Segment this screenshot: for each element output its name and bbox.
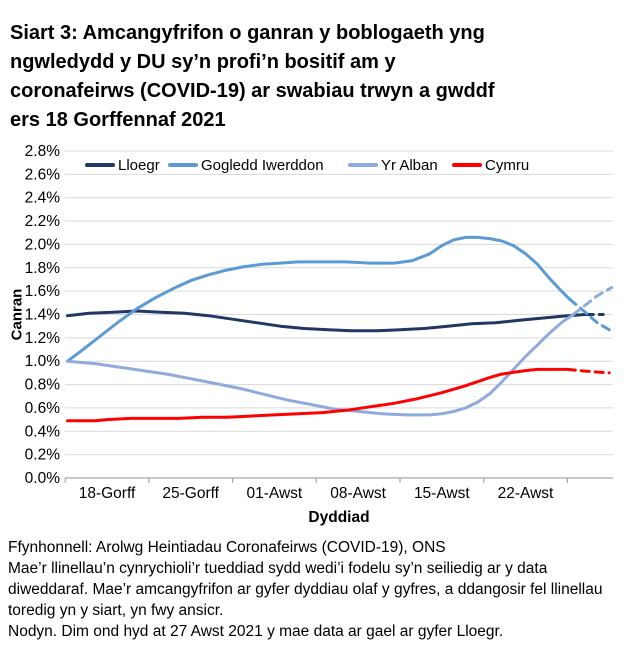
x-tick-label: 22-Awst bbox=[498, 485, 554, 502]
series-line-gogledd-iwerddon bbox=[66, 235, 572, 363]
y-tick-label: 0.4% bbox=[25, 423, 61, 440]
line-chart-plot: 0.0% 0.2% 0.4% 0.6% 0.8% 1.0% 1.2% 1.4% 1.6% 1.8%… bbox=[25, 143, 614, 526]
legend-label: Lloegr bbox=[118, 156, 160, 174]
source-note: Ffynhonnell: Arolwg Heintiadau Coronafei… bbox=[8, 539, 446, 556]
x-tick-label: 25-Gorff bbox=[162, 485, 219, 502]
chart-legend: Lloegr Gogledd Iwerddon Yr Alban Cymru bbox=[0, 155, 625, 175]
y-tick-label: 0.0% bbox=[25, 470, 61, 487]
chart-footnotes: Ffynhonnell: Arolwg Heintiadau Coronafei… bbox=[8, 537, 620, 642]
series-dashed-line-cymru bbox=[565, 367, 611, 375]
y-tick-label: 1.2% bbox=[25, 330, 61, 347]
legend-line-swatch-cymru bbox=[452, 163, 482, 167]
legend-item-yr-alban: Yr Alban bbox=[348, 155, 438, 175]
legend-line-swatch-gogledd-iwerddon bbox=[168, 163, 198, 167]
y-tick-label: 2.0% bbox=[25, 236, 61, 253]
legend-line-swatch-yr-alban bbox=[348, 163, 378, 167]
series-line-cymru bbox=[66, 367, 569, 423]
legend-label: Yr Alban bbox=[381, 156, 438, 174]
legend-line-swatch-lloegr bbox=[85, 163, 115, 167]
legend-item-lloegr: Lloegr bbox=[85, 155, 160, 175]
y-tick-label: 0.6% bbox=[25, 400, 61, 417]
x-tick-label: 18-Gorff bbox=[79, 485, 136, 502]
x-tick-label: 01-Awst bbox=[247, 485, 303, 502]
england-data-note: Nodyn. Dim ond hyd at 27 Awst 2021 y mae… bbox=[8, 623, 504, 640]
legend-item-cymru: Cymru bbox=[452, 155, 529, 175]
legend-label: Cymru bbox=[485, 156, 530, 174]
series-line-lloegr bbox=[66, 309, 587, 333]
y-tick-label: 0.2% bbox=[25, 447, 61, 464]
y-tick-label: 2.6% bbox=[25, 166, 61, 183]
y-tick-label: 2.4% bbox=[25, 190, 61, 207]
y-tick-label: 1.4% bbox=[25, 307, 61, 324]
legend-label: Gogledd Iwerddon bbox=[201, 156, 324, 174]
y-tick-label: 2.8% bbox=[25, 143, 61, 160]
y-tick-label: 1.8% bbox=[25, 260, 61, 277]
chart-title: Siart 3: Amcangyfrifon o ganran y boblog… bbox=[10, 22, 495, 132]
trend-note: Mae’r llinellau’n cynrychioli’r tueddiad… bbox=[8, 560, 603, 619]
y-tick-label: 2.2% bbox=[25, 213, 61, 230]
y-tick-label: 1.0% bbox=[25, 353, 61, 370]
x-tick-label: 08-Awst bbox=[330, 485, 386, 502]
series-line-yr-alban bbox=[66, 313, 575, 417]
series-dashed-line-yr-alban bbox=[571, 286, 614, 316]
x-tick-label: 15-Awst bbox=[414, 485, 470, 502]
series-dashed-line-gogledd-iwerddon bbox=[568, 297, 611, 332]
y-tick-label: 1.6% bbox=[25, 283, 61, 300]
legend-item-gogledd-iwerddon: Gogledd Iwerddon bbox=[168, 155, 324, 175]
y-tick-label: 0.8% bbox=[25, 377, 61, 394]
x-axis-title: Dyddiad bbox=[308, 509, 369, 526]
